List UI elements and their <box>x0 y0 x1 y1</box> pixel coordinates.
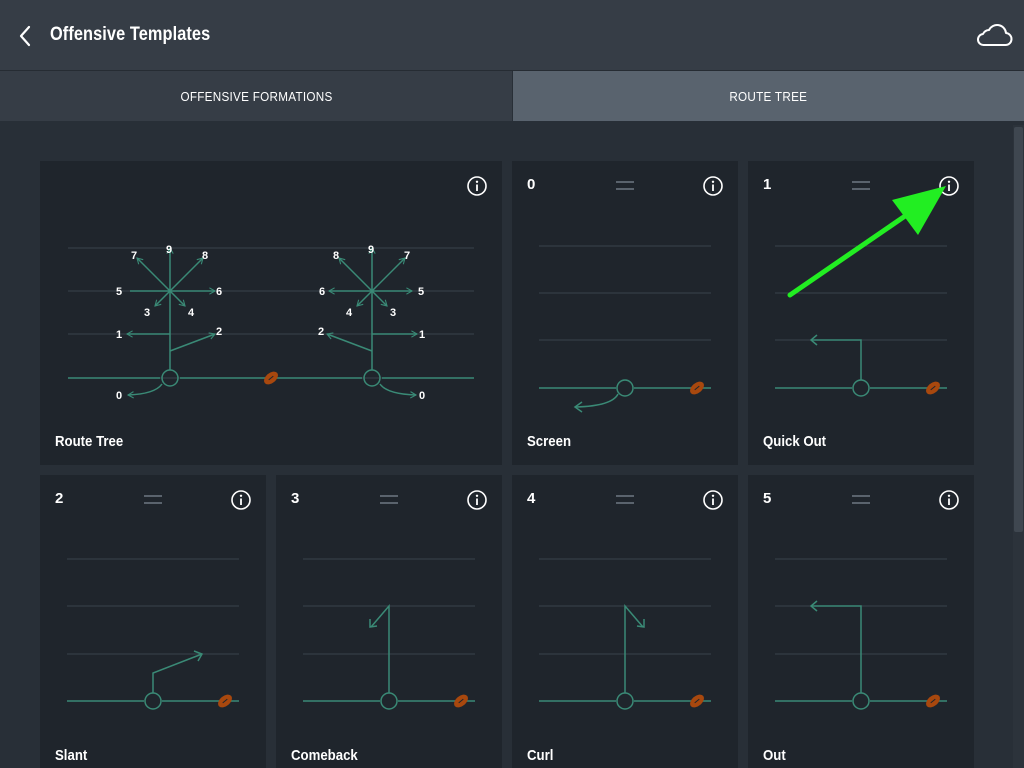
route-card-slant[interactable]: 2 Slant <box>40 475 266 768</box>
route-number: 9 <box>368 244 374 256</box>
info-icon[interactable] <box>230 489 252 511</box>
route-number: 5 <box>116 286 122 298</box>
route-number: 7 <box>131 250 137 262</box>
route-number-badge: 5 <box>763 490 772 507</box>
drag-handle-icon[interactable] <box>143 494 163 506</box>
cloud-icon[interactable] <box>974 20 1014 52</box>
right-route-tree <box>325 246 419 399</box>
route-number: 4 <box>346 307 353 319</box>
route-number: 6 <box>216 286 222 298</box>
route-card-quick-out[interactable]: 1 Quick Out <box>748 161 974 465</box>
route-number-badge: 0 <box>527 176 536 193</box>
route-tree-diagram: 7 9 8 5 6 3 4 1 2 0 8 9 7 6 5 4 3 2 1 0 <box>68 244 474 402</box>
info-icon[interactable] <box>938 489 960 511</box>
route-card-curl[interactable]: 4 Curl <box>512 475 738 768</box>
route-number: 7 <box>404 250 410 262</box>
route-card-screen[interactable]: 0 Screen <box>512 161 738 465</box>
route-number: 1 <box>419 329 425 341</box>
route-number: 5 <box>418 286 424 298</box>
route-number: 4 <box>188 307 195 319</box>
route-number: 2 <box>216 326 222 338</box>
tab-offensive-formations[interactable]: OFFENSIVE FORMATIONS <box>0 71 512 122</box>
football-icon <box>690 381 704 395</box>
left-route-tree <box>125 246 217 399</box>
tab-bar: OFFENSIVE FORMATIONS ROUTE TREE <box>0 70 1024 122</box>
route-number: 3 <box>144 307 150 319</box>
card-label: Slant <box>55 747 88 764</box>
football-icon <box>264 371 278 385</box>
scrollbar-thumb[interactable] <box>1014 127 1023 532</box>
drag-handle-icon[interactable] <box>379 494 399 506</box>
route-number: 6 <box>319 286 325 298</box>
info-icon[interactable] <box>702 489 724 511</box>
route-diagram <box>303 558 475 710</box>
app-header: Offensive Templates <box>0 0 1024 70</box>
drag-handle-icon[interactable] <box>615 494 635 506</box>
route-diagram <box>775 245 947 397</box>
route-number: 0 <box>419 390 425 402</box>
card-label: Screen <box>527 433 572 450</box>
card-label: Curl <box>527 747 554 764</box>
card-label: Comeback <box>291 747 358 764</box>
chevron-left-icon[interactable] <box>12 22 38 50</box>
drag-handle-icon[interactable] <box>851 180 871 192</box>
route-tree-card[interactable]: 7 9 8 5 6 3 4 1 2 0 8 9 7 6 5 4 3 2 1 0 … <box>40 161 502 465</box>
route-number: 8 <box>333 250 339 262</box>
football-icon <box>690 694 704 708</box>
route-number: 1 <box>116 329 122 341</box>
football-icon <box>218 694 232 708</box>
card-label: Out <box>763 747 786 764</box>
route-card-comeback[interactable]: 3 Comeback <box>276 475 502 768</box>
route-diagram <box>775 558 947 710</box>
route-number-badge: 3 <box>291 490 300 507</box>
route-diagram <box>539 245 711 413</box>
info-icon[interactable] <box>702 175 724 197</box>
route-card-out[interactable]: 5 Out <box>748 475 974 768</box>
route-number-badge: 4 <box>527 490 536 507</box>
route-number: 3 <box>390 307 396 319</box>
football-icon <box>454 694 468 708</box>
info-icon[interactable] <box>938 175 960 197</box>
info-icon[interactable] <box>466 175 488 197</box>
drag-handle-icon[interactable] <box>615 180 635 192</box>
page-title: Offensive Templates <box>50 24 211 45</box>
route-number: 2 <box>318 326 324 338</box>
card-label: Route Tree <box>55 433 124 450</box>
route-number: 9 <box>166 244 172 256</box>
tab-label: OFFENSIVE FORMATIONS <box>179 89 333 104</box>
route-number: 8 <box>202 250 208 262</box>
route-diagram <box>539 558 711 710</box>
football-icon <box>926 694 940 708</box>
tab-label: ROUTE TREE <box>729 89 808 104</box>
football-icon <box>926 381 940 395</box>
tab-route-tree[interactable]: ROUTE TREE <box>513 71 1024 122</box>
route-number-badge: 2 <box>55 490 64 507</box>
drag-handle-icon[interactable] <box>851 494 871 506</box>
route-number-badge: 1 <box>763 176 772 193</box>
route-number: 0 <box>116 390 122 402</box>
route-diagram <box>67 558 239 710</box>
info-icon[interactable] <box>466 489 488 511</box>
card-label: Quick Out <box>763 433 827 450</box>
